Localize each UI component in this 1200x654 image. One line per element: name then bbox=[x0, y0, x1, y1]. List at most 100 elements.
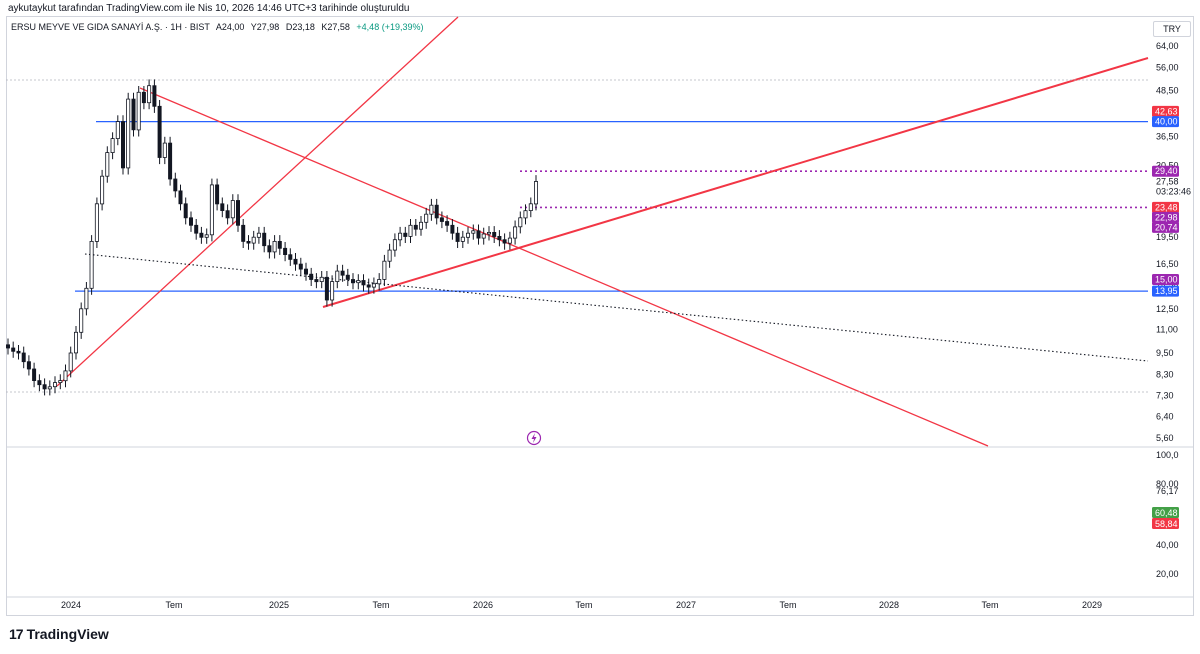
time-tick-0: 2024 bbox=[61, 600, 81, 610]
candle-body bbox=[126, 98, 131, 169]
candle-body bbox=[194, 224, 199, 234]
candle-body bbox=[21, 352, 26, 363]
pane-tick-0: 100,0 bbox=[1156, 450, 1179, 460]
tradingview-logo[interactable]: 17 TradingView bbox=[9, 626, 109, 642]
candle-body bbox=[288, 254, 293, 260]
candle-body bbox=[497, 235, 502, 241]
price-badge-label-5: 23,48 bbox=[1155, 202, 1178, 212]
candle-body bbox=[121, 121, 126, 169]
candle-body bbox=[235, 200, 240, 226]
price-tick-10: 12,50 bbox=[1156, 304, 1179, 314]
symbol-name[interactable]: ERSU MEYVE VE GIDA SANAYİ A.Ş. · 1H · BI… bbox=[11, 22, 210, 32]
candle-body bbox=[215, 184, 220, 205]
candle-body bbox=[502, 239, 507, 244]
candle-body bbox=[100, 175, 105, 205]
price-badge-label-8: 15,00 bbox=[1155, 275, 1178, 285]
pane-badge-0 bbox=[1152, 507, 1179, 518]
candle-body bbox=[335, 270, 340, 283]
price-badge-7 bbox=[1152, 221, 1179, 233]
candle-body bbox=[434, 204, 439, 219]
candle-body bbox=[418, 221, 423, 230]
candle-body bbox=[424, 213, 429, 223]
candle-body bbox=[455, 232, 460, 242]
time-tick-5: Tem bbox=[575, 600, 592, 610]
candle-body bbox=[131, 98, 136, 131]
currency-button[interactable]: TRY bbox=[1153, 21, 1191, 37]
candle-body bbox=[105, 152, 110, 177]
candle-body bbox=[303, 268, 308, 275]
symbol-legend: ERSU MEYVE VE GIDA SANAYİ A.Ş. · 1H · BI… bbox=[11, 22, 427, 32]
price-badge-label-1: 40,00 bbox=[1155, 117, 1178, 127]
open-value: A24,00 bbox=[215, 22, 245, 32]
candle-body bbox=[32, 368, 37, 382]
candle-body bbox=[481, 233, 486, 239]
time-tick-3: Tem bbox=[372, 600, 389, 610]
pane-badge-1 bbox=[1152, 518, 1179, 529]
time-tick-6: 2027 bbox=[676, 600, 696, 610]
candle-body bbox=[382, 260, 387, 280]
candle-body bbox=[413, 224, 418, 230]
chart-frame bbox=[6, 16, 1194, 616]
candle-body bbox=[361, 280, 366, 286]
candle-body bbox=[445, 221, 450, 226]
candle-body bbox=[246, 240, 251, 244]
price-label-4: 03:23:46 bbox=[1156, 187, 1191, 197]
pane-badge-label-0: 60,48 bbox=[1155, 508, 1178, 518]
logo-icon: 17 bbox=[9, 626, 24, 642]
candle-body bbox=[471, 230, 476, 234]
candle-body bbox=[492, 231, 497, 237]
candle-body bbox=[314, 279, 319, 283]
time-tick-1: Tem bbox=[165, 600, 182, 610]
time-tick-9: Tem bbox=[981, 600, 998, 610]
candle-body bbox=[68, 352, 73, 372]
candle-body bbox=[178, 190, 183, 205]
candle-body bbox=[230, 200, 235, 219]
high-value: Y27,98 bbox=[250, 22, 280, 32]
candle-body bbox=[37, 380, 42, 386]
candle-body bbox=[204, 234, 209, 238]
candle-body bbox=[309, 273, 314, 280]
candle-body bbox=[403, 232, 408, 237]
candle-body bbox=[293, 258, 298, 265]
price-badge-label-0: 42,63 bbox=[1155, 106, 1178, 116]
candle-body bbox=[209, 184, 214, 236]
trendline-main-up bbox=[56, 16, 459, 387]
candle-body bbox=[450, 224, 455, 234]
pane-badge-label-1: 58,84 bbox=[1155, 519, 1178, 529]
candle-body bbox=[340, 270, 345, 276]
price-tick-11: 11,00 bbox=[1156, 324, 1178, 334]
candle-body bbox=[528, 203, 533, 212]
candle-body bbox=[74, 331, 79, 354]
time-tick-7: Tem bbox=[779, 600, 796, 610]
candle-body bbox=[11, 347, 16, 352]
low-value: D23,18 bbox=[285, 22, 315, 32]
candle-body bbox=[387, 249, 392, 262]
candle-body bbox=[79, 308, 84, 333]
candle-body bbox=[173, 178, 178, 192]
time-tick-4: 2026 bbox=[473, 600, 493, 610]
candle-body bbox=[6, 344, 11, 349]
candle-body bbox=[523, 210, 528, 219]
alert-icon[interactable] bbox=[526, 430, 542, 446]
price-tick-7: 19,50 bbox=[1156, 232, 1179, 242]
pane-tick-4: 20,00 bbox=[1156, 569, 1179, 579]
candle-body bbox=[58, 380, 63, 384]
candle-body bbox=[350, 279, 355, 284]
candle-body bbox=[366, 284, 371, 288]
time-tick-8: 2028 bbox=[879, 600, 899, 610]
candle-body bbox=[330, 281, 335, 301]
price-tick-5: 30,50 bbox=[1156, 160, 1179, 170]
chart-attribution: aykutaykut tarafından TradingView.com il… bbox=[8, 3, 410, 14]
candle-body bbox=[89, 240, 94, 289]
candle-body bbox=[460, 236, 465, 242]
candle-body bbox=[220, 203, 225, 212]
candle-body bbox=[298, 263, 303, 270]
candle-body bbox=[53, 382, 58, 388]
candles bbox=[6, 79, 539, 396]
trendline-long-up bbox=[322, 57, 1149, 308]
candle-body bbox=[262, 232, 267, 247]
candle-body bbox=[84, 287, 89, 310]
candle-body bbox=[277, 240, 282, 249]
